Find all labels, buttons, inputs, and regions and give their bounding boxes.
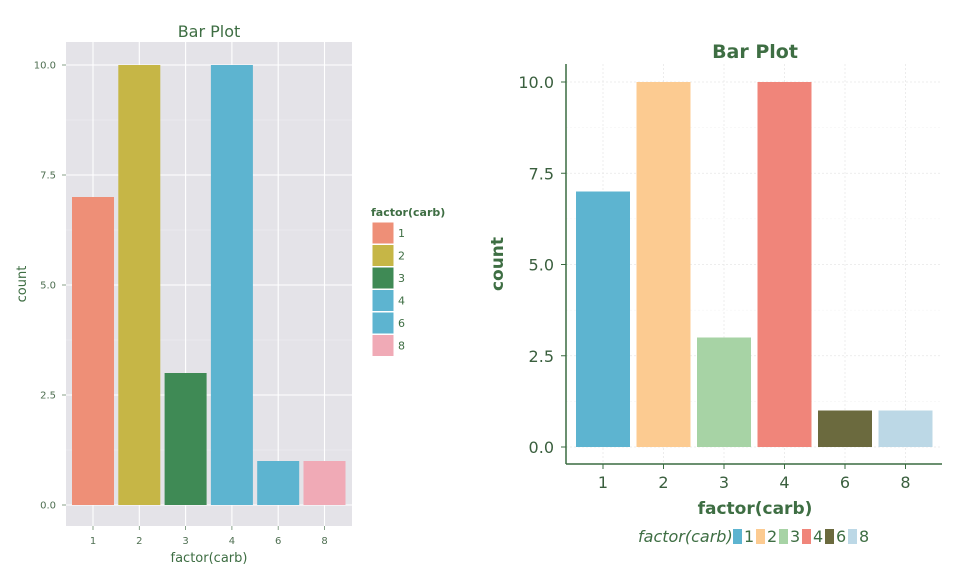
left-legend: 1 2 3 4 6 8 [371, 221, 405, 357]
right-bar-1 [576, 191, 630, 447]
right-bar-2 [636, 82, 691, 447]
right-chart-title: Bar Plot [712, 41, 798, 63]
right-legend-swatch-1 [733, 529, 742, 544]
left-bar-8 [303, 461, 346, 505]
left-bars [72, 65, 346, 505]
left-chart: 0.0 2.5 5.0 7.5 10.0 1 2 3 4 6 8 Bar Plot factor(… [15, 22, 445, 566]
right-bar-6 [818, 410, 872, 447]
left-y-tick-label: 5.0 [40, 281, 56, 292]
left-y-tick-label: 0.0 [40, 501, 56, 512]
left-legend-label: 4 [398, 295, 405, 308]
right-legend-title: factor(carb) [638, 527, 733, 546]
left-legend-label: 2 [398, 250, 405, 263]
left-bar-1 [72, 197, 114, 505]
left-legend-title: factor(carb) [371, 206, 445, 219]
right-x-tick-label: 2 [658, 473, 668, 492]
right-bars [576, 82, 933, 447]
left-legend-swatch-2 [371, 244, 395, 267]
left-y-axis-label: count [15, 266, 30, 303]
right-y-axis-label: count [488, 237, 508, 291]
right-legend-swatch-8 [848, 529, 857, 544]
right-x-tick-label: 8 [900, 473, 910, 492]
right-x-ticks: 1 2 3 4 6 8 [598, 464, 911, 492]
right-y-tick-label: 10.0 [518, 73, 554, 92]
right-y-tick-label: 5.0 [529, 256, 554, 275]
right-x-tick-label: 6 [840, 473, 850, 492]
right-legend-label: 6 [836, 527, 846, 546]
right-x-tick-label: 3 [719, 473, 729, 492]
left-x-tick-label: 1 [90, 536, 96, 547]
right-legend-swatch-2 [756, 529, 765, 544]
left-y-tick-label: 2.5 [40, 391, 56, 402]
left-y-tick-label: 7.5 [40, 171, 56, 182]
left-x-tick-label: 4 [229, 536, 235, 547]
right-legend-label: 1 [744, 527, 754, 546]
left-x-tick-label: 8 [321, 536, 327, 547]
left-legend-swatch-1 [371, 221, 395, 245]
left-legend-swatch-8 [371, 334, 395, 357]
right-legend-label: 3 [790, 527, 800, 546]
right-y-tick-label: 0.0 [529, 438, 554, 457]
left-y-ticks: 0.0 2.5 5.0 7.5 10.0 [34, 61, 66, 512]
left-bar-6 [257, 461, 300, 505]
right-y-ticks: 0.0 2.5 5.0 7.5 10.0 [518, 73, 566, 457]
left-x-axis-label: factor(carb) [171, 551, 248, 566]
left-x-tick-label: 6 [275, 536, 281, 547]
right-legend-label: 4 [813, 527, 823, 546]
left-x-tick-label: 2 [136, 536, 142, 547]
left-legend-swatch-6 [371, 311, 395, 335]
left-chart-title: Bar Plot [178, 22, 241, 41]
right-legend-label: 8 [859, 527, 869, 546]
right-bar-4 [757, 82, 812, 447]
right-y-tick-label: 2.5 [529, 347, 554, 366]
left-x-ticks: 1 2 3 4 6 8 [90, 526, 328, 547]
left-bar-3 [164, 373, 207, 505]
left-bar-4 [210, 65, 253, 505]
right-bar-8 [878, 410, 933, 447]
right-legend-label: 2 [767, 527, 777, 546]
right-y-tick-label: 7.5 [529, 164, 554, 183]
right-x-axis-label: factor(carb) [698, 499, 813, 519]
left-legend-label: 6 [398, 317, 405, 330]
right-legend-swatch-3 [779, 529, 788, 544]
left-legend-label: 3 [398, 272, 405, 285]
left-legend-swatch-3 [371, 266, 395, 290]
left-bar-2 [118, 65, 161, 505]
left-legend-swatch-4 [371, 289, 395, 312]
left-legend-label: 8 [398, 340, 405, 353]
right-legend-swatch-6 [825, 529, 834, 544]
right-x-tick-label: 1 [598, 473, 608, 492]
left-legend-label: 1 [398, 227, 405, 240]
left-x-tick-label: 3 [182, 536, 188, 547]
right-bar-3 [697, 337, 751, 447]
left-y-tick-label: 10.0 [34, 61, 56, 72]
right-legend-swatch-4 [802, 529, 811, 544]
right-x-tick-label: 4 [779, 473, 789, 492]
